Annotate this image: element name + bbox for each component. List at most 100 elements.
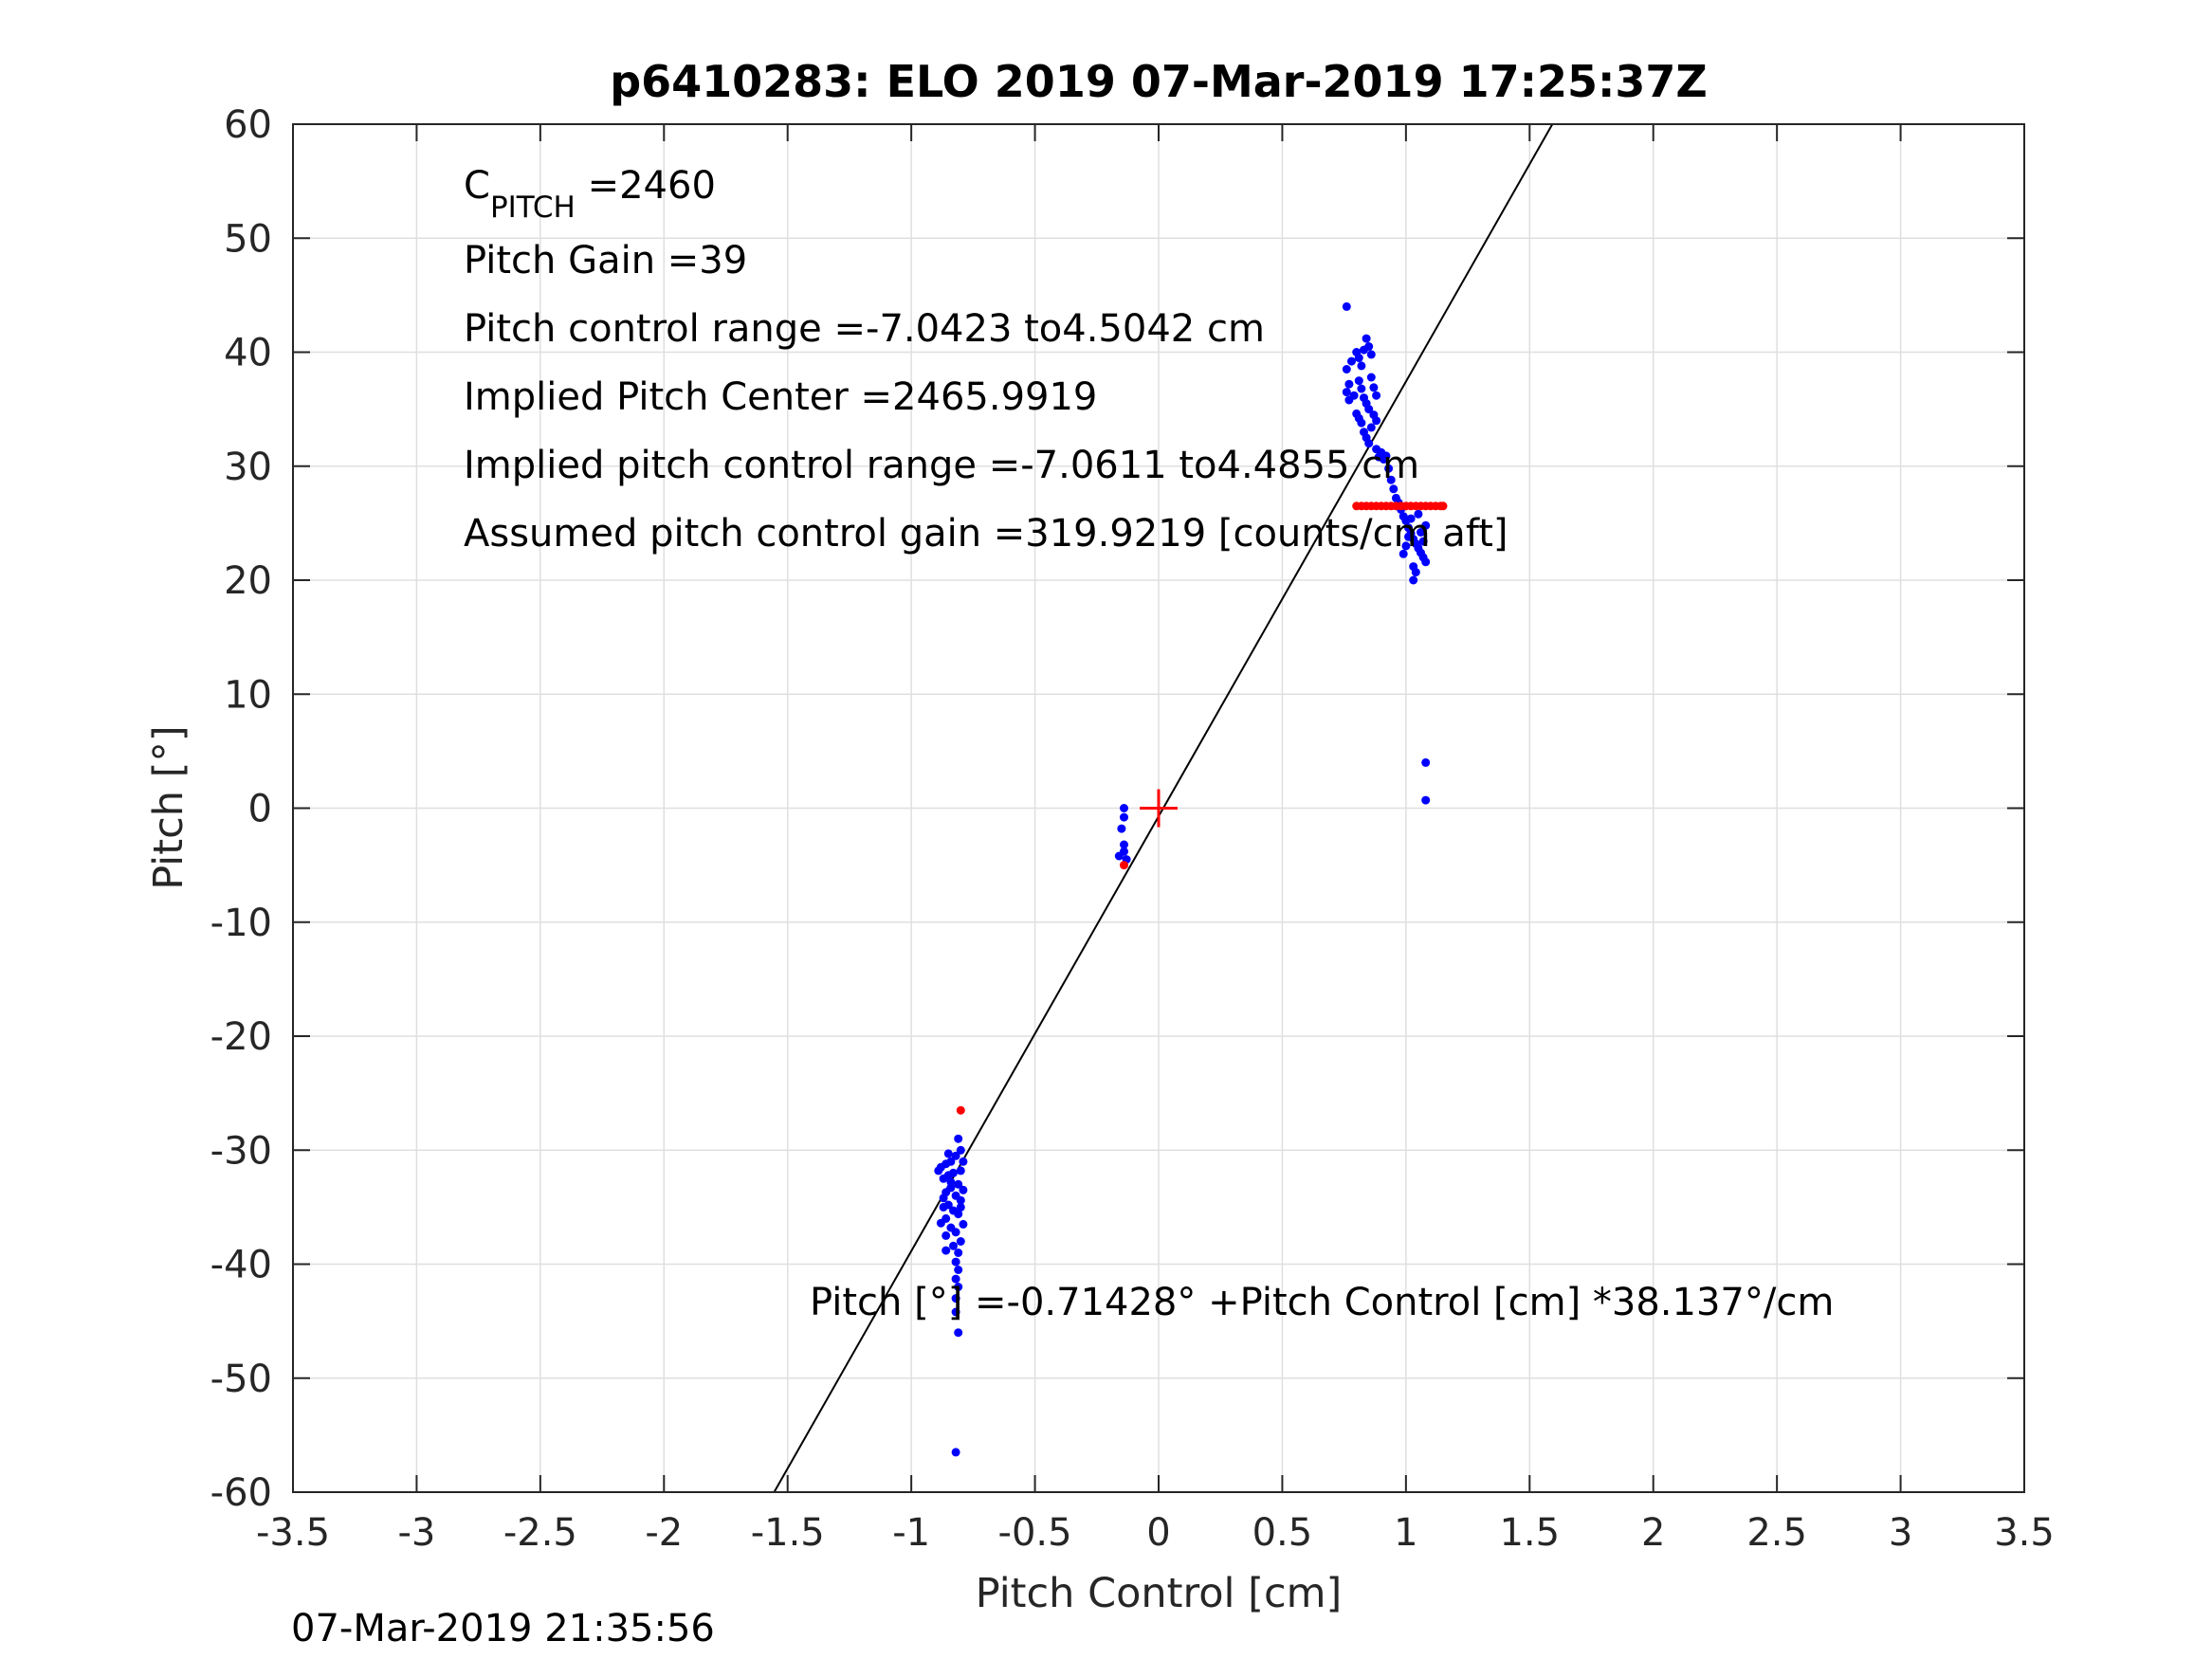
blue-data-point [934,1166,943,1176]
blue-data-point [939,1194,948,1203]
blue-data-point [939,1174,948,1183]
blue-data-point [1362,334,1371,343]
c-pitch-value: =2460 [576,164,716,208]
blue-data-point [1404,532,1413,541]
y-tick-label: 30 [224,446,272,489]
blue-data-point [1389,484,1398,494]
blue-data-point [1421,520,1431,530]
x-tick-label: -3.5 [256,1511,330,1555]
y-tick-label: 60 [224,103,272,147]
blue-data-point [949,1241,958,1250]
x-tick-label: -0.5 [998,1511,1072,1555]
blue-data-point [1357,361,1366,371]
x-tick-label: -1.5 [751,1511,825,1555]
red-data-point [1120,861,1128,870]
blue-data-point [1120,840,1128,849]
blue-data-point [1114,851,1124,861]
assumed-gain-annotation: Assumed pitch control gain =319.9219 [co… [464,512,1508,556]
blue-data-point [951,1151,960,1160]
red-data-point [1438,501,1448,511]
blue-data-point [1342,388,1351,397]
blue-data-point [951,1294,960,1304]
y-tick-label: 40 [224,332,272,375]
blue-data-point [1409,575,1418,585]
y-tick-label: -60 [210,1471,272,1515]
blue-data-point [1364,405,1374,414]
c-pitch-annotation: CPITCH =2460 [464,164,716,225]
blue-data-point [1372,416,1381,426]
y-tick-label: -50 [210,1358,272,1401]
blue-data-point [956,1145,965,1155]
blue-data-point [1366,373,1376,382]
blue-data-point [1421,557,1431,567]
blue-data-point [1417,528,1425,537]
blue-data-point [936,1218,945,1228]
blue-data-point [951,1228,960,1237]
x-tick-label: -3 [397,1511,435,1555]
x-tick-label: 2.5 [1746,1511,1807,1555]
blue-data-point [1381,451,1391,461]
blue-data-point [1406,514,1416,523]
pitch-control-range-annotation: Pitch control range =-7.0423 to4.5042 cm [464,307,1265,351]
blue-data-point [1120,804,1128,812]
blue-data-point [1347,356,1356,366]
blue-data-point [1120,812,1128,822]
blue-data-point [1117,824,1126,833]
blue-data-point [946,1177,956,1187]
implied-pitch-center-annotation: Implied Pitch Center =2465.9919 [464,375,1097,419]
x-axis-label: Pitch Control [cm] [976,1570,1343,1617]
x-tick-label: 1.5 [1499,1511,1560,1555]
blue-data-point [1342,301,1351,311]
y-tick-label: -10 [210,902,272,945]
x-tick-label: -2.5 [503,1511,577,1555]
blue-data-point [1414,509,1423,519]
blue-data-point [943,1149,953,1158]
blue-data-point [1421,757,1431,767]
y-tick-label: -30 [210,1129,272,1173]
y-tick-label: -20 [210,1015,272,1059]
center-marker-group [1140,789,1178,828]
blue-data-point [939,1202,948,1212]
blue-data-point [1372,391,1381,400]
blue-data-point [941,1231,951,1240]
x-tick-label: -2 [645,1511,683,1555]
blue-data-point [1398,549,1408,558]
blue-data-point [1386,475,1396,484]
blue-data-point [1354,376,1363,386]
blue-data-point [959,1185,968,1194]
blue-data-point [954,1249,963,1257]
c-pitch-main: C [464,164,490,208]
red-data-point [956,1105,965,1115]
blue-data-point [1384,464,1394,473]
chart-title: p6410283: ELO 2019 07-Mar-2019 17:25:37Z [610,56,1708,107]
x-tick-labels: -3.5 -3 -2.5 -2 -1.5 -1 -0.5 0 0.5 1 1.5 2 2.5 3 3.5 [256,1511,2055,1555]
y-tick-label: -40 [210,1244,272,1287]
y-tick-label: 20 [224,559,272,603]
blue-data-point [956,1195,965,1205]
blue-data-point [951,1274,960,1284]
blue-data-point [1369,383,1379,392]
pitch-gain-annotation: Pitch Gain =39 [464,239,747,283]
blue-data-point [1354,354,1363,362]
blue-data-point [1418,537,1428,546]
blue-data-point [1344,379,1354,389]
blue-data-point [959,1157,968,1166]
y-axis-label: Pitch [°] [145,725,192,889]
blue-data-point [1357,418,1366,428]
blue-data-point [951,1448,960,1457]
x-tick-label: 0.5 [1252,1511,1313,1555]
blue-data-point [951,1307,960,1317]
x-tick-label: 0 [1146,1511,1170,1555]
blue-data-point [1366,423,1376,432]
blue-data-point [1401,541,1411,551]
blue-data-point [1421,795,1431,805]
fit-equation-annotation: Pitch [°] =-0.71428° +Pitch Control [cm]… [810,1281,1834,1324]
blue-data-point [954,1134,963,1143]
x-tick-label: 3 [1889,1511,1912,1555]
y-tick-labels: -60 -50 -40 -30 -20 -10 0 10 20 30 40 50 60 [210,103,272,1515]
blue-data-point [951,1257,960,1267]
blue-data-point [1364,342,1374,351]
blue-data-point [1411,568,1420,577]
x-tick-label: 3.5 [1994,1511,2055,1555]
